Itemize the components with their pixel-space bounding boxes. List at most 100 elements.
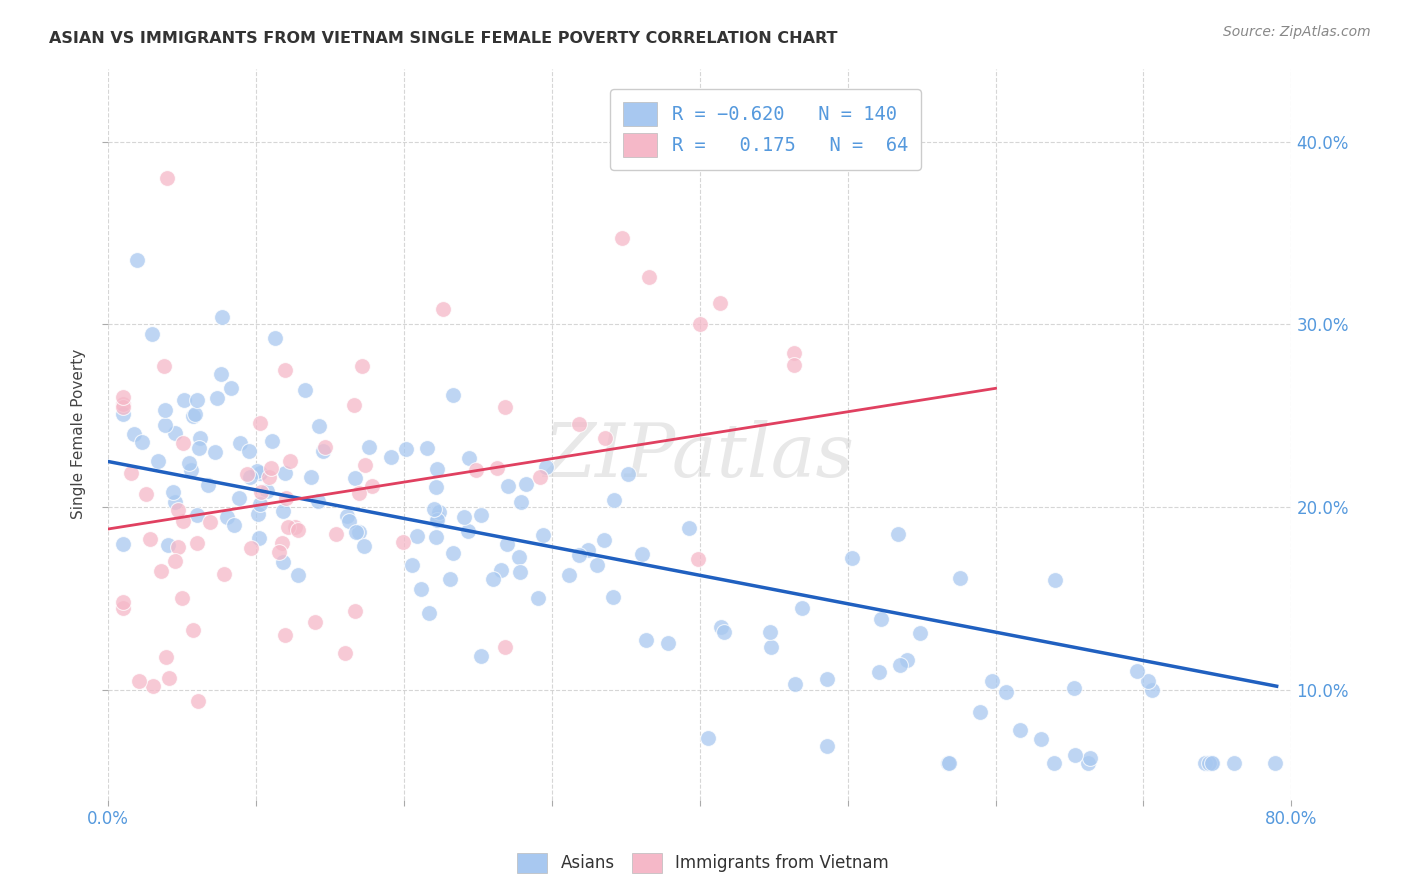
Point	[1125, 665, 1147, 679]
Point	[439, 572, 461, 586]
Point	[205, 392, 228, 406]
Point	[111, 601, 134, 615]
Point	[156, 171, 179, 186]
Point	[783, 677, 806, 691]
Point	[238, 443, 260, 458]
Point	[173, 392, 195, 407]
Text: Source: ZipAtlas.com: Source: ZipAtlas.com	[1223, 25, 1371, 39]
Point	[357, 440, 380, 454]
Point	[593, 431, 616, 445]
Point	[249, 466, 271, 480]
Point	[184, 407, 207, 421]
Point	[262, 434, 284, 448]
Point	[274, 363, 297, 377]
Point	[995, 685, 1018, 699]
Point	[166, 502, 188, 516]
Point	[441, 388, 464, 402]
Point	[481, 572, 503, 586]
Point	[219, 380, 242, 394]
Point	[713, 624, 735, 639]
Point	[271, 503, 294, 517]
Point	[710, 619, 733, 633]
Point	[630, 547, 652, 561]
Point	[250, 484, 273, 499]
Point	[432, 301, 454, 316]
Point	[271, 555, 294, 569]
Point	[868, 665, 890, 679]
Point	[689, 318, 711, 332]
Point	[354, 458, 377, 473]
Point	[172, 514, 194, 528]
Point	[142, 679, 165, 693]
Point	[270, 535, 292, 549]
Point	[453, 509, 475, 524]
Point	[1031, 732, 1053, 747]
Point	[678, 521, 700, 535]
Point	[197, 477, 219, 491]
Point	[427, 505, 450, 519]
Point	[165, 495, 187, 509]
Point	[135, 487, 157, 501]
Point	[180, 463, 202, 477]
Point	[416, 441, 439, 455]
Point	[696, 731, 718, 745]
Point	[187, 441, 209, 455]
Point	[172, 436, 194, 450]
Legend: R = −0.620   N = 140, R =   0.175   N =  64: R = −0.620 N = 140, R = 0.175 N = 64	[610, 89, 921, 169]
Point	[508, 550, 530, 565]
Point	[409, 582, 432, 596]
Point	[111, 407, 134, 421]
Point	[246, 508, 269, 522]
Point	[936, 756, 959, 770]
Point	[122, 427, 145, 442]
Point	[215, 509, 238, 524]
Legend: Asians, Immigrants from Vietnam: Asians, Immigrants from Vietnam	[510, 847, 896, 880]
Point	[425, 480, 447, 494]
Point	[1194, 756, 1216, 770]
Point	[181, 624, 204, 638]
Point	[111, 594, 134, 608]
Point	[969, 706, 991, 720]
Point	[948, 571, 970, 585]
Point	[657, 636, 679, 650]
Point	[782, 359, 804, 373]
Point	[360, 479, 382, 493]
Point	[353, 539, 375, 553]
Point	[637, 270, 659, 285]
Point	[426, 462, 449, 476]
Point	[418, 607, 440, 621]
Point	[470, 508, 492, 523]
Point	[128, 673, 150, 688]
Point	[111, 397, 134, 411]
Point	[1043, 756, 1066, 770]
Point	[1045, 574, 1067, 588]
Point	[165, 425, 187, 440]
Point	[426, 513, 449, 527]
Point	[153, 359, 176, 373]
Point	[325, 527, 347, 541]
Point	[887, 527, 910, 541]
Point	[815, 739, 838, 753]
Point	[1140, 682, 1163, 697]
Point	[204, 445, 226, 459]
Point	[815, 672, 838, 686]
Point	[889, 657, 911, 672]
Point	[603, 493, 626, 508]
Point	[380, 450, 402, 464]
Point	[586, 558, 609, 572]
Point	[634, 633, 657, 648]
Point	[186, 392, 208, 407]
Point	[790, 600, 813, 615]
Point	[307, 494, 329, 508]
Point	[260, 461, 283, 475]
Point	[342, 398, 364, 412]
Point	[1264, 756, 1286, 770]
Point	[568, 417, 591, 431]
Point	[155, 403, 177, 417]
Point	[536, 459, 558, 474]
Text: ZIPatlas: ZIPatlas	[544, 420, 855, 492]
Point	[299, 470, 322, 484]
Point	[294, 383, 316, 397]
Point	[533, 528, 555, 542]
Point	[229, 436, 252, 450]
